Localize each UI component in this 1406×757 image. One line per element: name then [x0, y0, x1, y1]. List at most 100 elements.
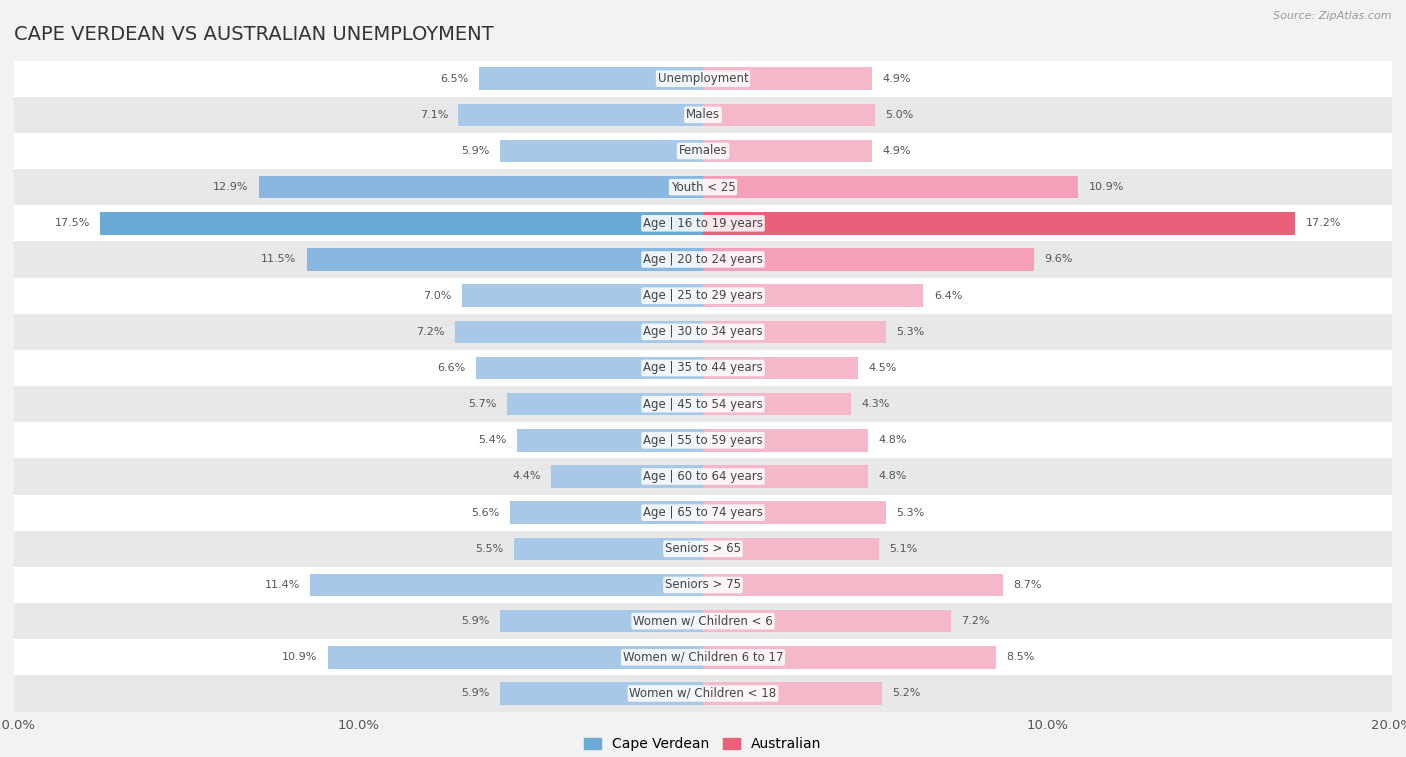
Bar	[703, 321, 886, 343]
Text: 4.8%: 4.8%	[879, 435, 907, 445]
Bar	[100, 212, 703, 235]
Text: 17.2%: 17.2%	[1306, 218, 1341, 229]
Text: Youth < 25: Youth < 25	[671, 181, 735, 194]
Text: 6.6%: 6.6%	[437, 363, 465, 373]
Legend: Cape Verdean, Australian: Cape Verdean, Australian	[579, 731, 827, 757]
Bar	[479, 67, 703, 90]
Bar	[14, 386, 1392, 422]
Bar	[311, 574, 703, 597]
Bar	[14, 567, 1392, 603]
Text: 5.3%: 5.3%	[896, 508, 924, 518]
Bar	[458, 104, 703, 126]
Text: 6.5%: 6.5%	[440, 73, 468, 83]
Bar	[475, 357, 703, 379]
Text: 5.6%: 5.6%	[471, 508, 499, 518]
Bar	[703, 357, 858, 379]
Text: Age | 35 to 44 years: Age | 35 to 44 years	[643, 362, 763, 375]
Text: 5.9%: 5.9%	[461, 616, 489, 626]
Bar	[14, 603, 1392, 639]
Bar	[14, 494, 1392, 531]
Text: Males: Males	[686, 108, 720, 121]
Bar	[14, 675, 1392, 712]
Text: CAPE VERDEAN VS AUSTRALIAN UNEMPLOYMENT: CAPE VERDEAN VS AUSTRALIAN UNEMPLOYMENT	[14, 25, 494, 44]
Text: 17.5%: 17.5%	[55, 218, 90, 229]
Bar	[456, 321, 703, 343]
Text: Age | 55 to 59 years: Age | 55 to 59 years	[643, 434, 763, 447]
Text: 4.4%: 4.4%	[513, 472, 541, 481]
Bar	[703, 140, 872, 162]
Text: 11.4%: 11.4%	[264, 580, 299, 590]
Bar	[14, 313, 1392, 350]
Text: Age | 20 to 24 years: Age | 20 to 24 years	[643, 253, 763, 266]
Text: 5.9%: 5.9%	[461, 689, 489, 699]
Text: 4.9%: 4.9%	[882, 73, 911, 83]
Text: 6.4%: 6.4%	[934, 291, 962, 301]
Text: 5.2%: 5.2%	[893, 689, 921, 699]
Bar	[499, 610, 703, 632]
Text: Females: Females	[679, 145, 727, 157]
Text: 7.2%: 7.2%	[962, 616, 990, 626]
Bar	[703, 393, 851, 416]
Bar	[14, 169, 1392, 205]
Text: 5.7%: 5.7%	[468, 399, 496, 409]
Bar	[703, 248, 1033, 271]
Text: Source: ZipAtlas.com: Source: ZipAtlas.com	[1274, 11, 1392, 21]
Bar	[499, 682, 703, 705]
Text: Age | 45 to 54 years: Age | 45 to 54 years	[643, 397, 763, 410]
Text: Age | 16 to 19 years: Age | 16 to 19 years	[643, 217, 763, 230]
Bar	[14, 61, 1392, 97]
Text: Age | 25 to 29 years: Age | 25 to 29 years	[643, 289, 763, 302]
Bar	[14, 205, 1392, 241]
Text: 5.4%: 5.4%	[478, 435, 506, 445]
Text: 5.9%: 5.9%	[461, 146, 489, 156]
Text: 4.8%: 4.8%	[879, 472, 907, 481]
Text: 7.1%: 7.1%	[420, 110, 449, 120]
Bar	[703, 429, 869, 451]
Text: 4.9%: 4.9%	[882, 146, 911, 156]
Text: 5.1%: 5.1%	[889, 544, 917, 554]
Text: 7.2%: 7.2%	[416, 327, 444, 337]
Bar	[14, 97, 1392, 133]
Bar	[14, 241, 1392, 278]
Text: Seniors > 65: Seniors > 65	[665, 542, 741, 556]
Text: 10.9%: 10.9%	[281, 653, 318, 662]
Bar	[328, 646, 703, 668]
Bar	[703, 466, 869, 488]
Bar	[703, 67, 872, 90]
Bar	[14, 133, 1392, 169]
Bar	[506, 393, 703, 416]
Bar	[703, 104, 875, 126]
Bar	[513, 537, 703, 560]
Text: Unemployment: Unemployment	[658, 72, 748, 85]
Text: Women w/ Children < 18: Women w/ Children < 18	[630, 687, 776, 700]
Bar	[703, 176, 1078, 198]
Bar	[703, 574, 1002, 597]
Text: 11.5%: 11.5%	[262, 254, 297, 264]
Bar	[14, 350, 1392, 386]
Bar	[703, 682, 882, 705]
Bar	[510, 501, 703, 524]
Text: 12.9%: 12.9%	[212, 182, 249, 192]
Bar	[259, 176, 703, 198]
Bar	[14, 531, 1392, 567]
Text: 4.5%: 4.5%	[869, 363, 897, 373]
Text: 4.3%: 4.3%	[862, 399, 890, 409]
Bar	[14, 639, 1392, 675]
Text: 8.7%: 8.7%	[1012, 580, 1042, 590]
Text: Women w/ Children < 6: Women w/ Children < 6	[633, 615, 773, 628]
Text: Women w/ Children 6 to 17: Women w/ Children 6 to 17	[623, 651, 783, 664]
Bar	[14, 459, 1392, 494]
Text: Age | 30 to 34 years: Age | 30 to 34 years	[643, 326, 763, 338]
Bar	[703, 501, 886, 524]
Text: Age | 65 to 74 years: Age | 65 to 74 years	[643, 506, 763, 519]
Text: 5.3%: 5.3%	[896, 327, 924, 337]
Bar	[703, 646, 995, 668]
Text: 8.5%: 8.5%	[1007, 653, 1035, 662]
Text: 5.5%: 5.5%	[475, 544, 503, 554]
Bar	[14, 422, 1392, 459]
Text: Seniors > 75: Seniors > 75	[665, 578, 741, 591]
Text: 5.0%: 5.0%	[886, 110, 914, 120]
Bar	[499, 140, 703, 162]
Bar	[703, 212, 1295, 235]
Bar	[703, 285, 924, 307]
